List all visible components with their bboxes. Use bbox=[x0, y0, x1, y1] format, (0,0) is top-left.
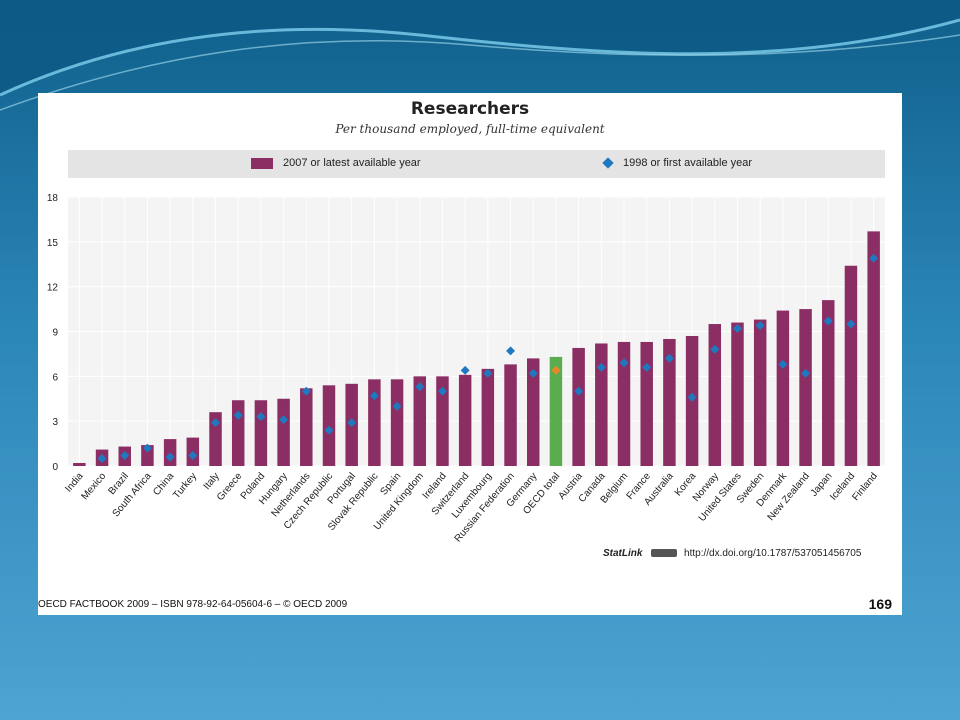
y-tick-label: 15 bbox=[47, 238, 59, 249]
bar-norway bbox=[708, 324, 722, 466]
legend-label-2007: 2007 or latest available year bbox=[283, 157, 421, 169]
marker-korea bbox=[687, 392, 697, 402]
marker-switzerland bbox=[460, 365, 470, 375]
marker-czech-republic bbox=[324, 425, 334, 435]
bar-belgium bbox=[617, 341, 631, 466]
bar-sweden bbox=[753, 319, 767, 466]
marker-ireland bbox=[437, 386, 447, 396]
marker-italy bbox=[211, 418, 221, 428]
bar-netherlands bbox=[300, 388, 313, 466]
legend-bar-swatch bbox=[251, 158, 273, 169]
bar-russian-federation bbox=[504, 364, 517, 466]
bar-iceland bbox=[844, 265, 858, 466]
bar-united-states bbox=[731, 322, 744, 466]
chart-legend: 2007 or latest available year 1998 or fi… bbox=[68, 150, 885, 178]
chart-title: Researchers bbox=[410, 99, 530, 119]
y-tick-label: 3 bbox=[52, 417, 58, 428]
marker-oecd-total bbox=[551, 365, 561, 375]
marker-turkey bbox=[188, 451, 198, 461]
bar-germany bbox=[526, 358, 540, 466]
marker-united-states bbox=[732, 324, 742, 334]
x-tick-label: Turkey bbox=[171, 471, 199, 501]
marker-netherlands bbox=[301, 386, 311, 396]
bar-canada bbox=[595, 343, 608, 466]
x-tick-label: Finland bbox=[850, 471, 880, 503]
statlink: StatLink http://dx.doi.org/10.1787/53705… bbox=[603, 548, 861, 559]
marker-sweden bbox=[755, 321, 765, 331]
marker-germany bbox=[528, 368, 538, 378]
bar-slovak-republic bbox=[368, 379, 381, 466]
marker-belgium bbox=[619, 358, 629, 368]
marker-russian-federation bbox=[506, 346, 516, 356]
y-tick-label: 6 bbox=[52, 372, 58, 383]
marker-united-kingdom bbox=[415, 382, 425, 392]
marker-new-zealand bbox=[801, 368, 811, 378]
bar-united-kingdom bbox=[413, 376, 427, 466]
footer-text: OECD FACTBOOK 2009 – ISBN 978-92-64-0560… bbox=[38, 599, 348, 610]
bar-switzerland bbox=[458, 374, 472, 466]
bar-france bbox=[640, 341, 653, 466]
marker-austria bbox=[574, 386, 584, 396]
marker-spain bbox=[392, 401, 402, 411]
bar-japan bbox=[822, 300, 835, 466]
background-wave bbox=[0, 0, 960, 111]
marker-france bbox=[642, 362, 652, 372]
statlink-brand: StatLink bbox=[603, 548, 643, 559]
bar-austria bbox=[572, 347, 585, 466]
statlink-icon bbox=[651, 549, 678, 558]
bar-oecd-total bbox=[549, 356, 563, 466]
marker-norway bbox=[710, 344, 720, 354]
bar-luxembourg bbox=[481, 368, 495, 466]
bar-ireland bbox=[436, 376, 449, 466]
marker-japan bbox=[823, 316, 833, 326]
bar-italy bbox=[209, 412, 222, 466]
bar-australia bbox=[663, 338, 676, 466]
figure-panel: Researchers Per thousand employed, full-… bbox=[38, 93, 902, 615]
marker-hungary bbox=[279, 415, 289, 425]
marker-australia bbox=[664, 353, 674, 363]
marker-china bbox=[165, 452, 175, 462]
bar-new-zealand bbox=[799, 309, 812, 466]
bar-poland bbox=[254, 400, 268, 466]
marker-portugal bbox=[347, 418, 357, 428]
marker-finland bbox=[869, 253, 879, 263]
y-tick-label: 12 bbox=[47, 283, 59, 294]
bar-south-africa bbox=[141, 445, 154, 466]
marker-canada bbox=[596, 362, 606, 372]
bar-denmark bbox=[776, 310, 790, 466]
bar-greece bbox=[231, 400, 245, 466]
x-tick-label: Mexico bbox=[80, 471, 109, 503]
marker-slovak-republic bbox=[369, 391, 379, 401]
legend-diamond-swatch bbox=[602, 157, 614, 169]
marker-iceland bbox=[846, 319, 856, 329]
bar-india bbox=[73, 463, 86, 466]
marker-mexico bbox=[97, 454, 107, 464]
marker-greece bbox=[233, 410, 243, 420]
bar-spain bbox=[390, 379, 404, 466]
x-tick-label: Italy bbox=[202, 471, 222, 492]
marker-denmark bbox=[778, 359, 788, 369]
y-tick-label: 9 bbox=[52, 328, 58, 339]
legend-label-1998: 1998 or first available year bbox=[623, 157, 753, 169]
bar-hungary bbox=[277, 398, 290, 466]
statlink-url[interactable]: http://dx.doi.org/10.1787/537051456705 bbox=[684, 548, 862, 559]
y-tick-label: 0 bbox=[52, 462, 58, 473]
chart-subtitle: Per thousand employed, full-time equival… bbox=[335, 122, 605, 136]
x-tick-label: Greece bbox=[215, 471, 245, 504]
marker-poland bbox=[256, 412, 266, 422]
marker-brazil bbox=[120, 451, 130, 461]
y-tick-label: 18 bbox=[47, 193, 59, 204]
bar-finland bbox=[867, 231, 880, 466]
marker-south-africa bbox=[142, 443, 152, 453]
marker-luxembourg bbox=[483, 368, 493, 378]
page-number: 169 bbox=[868, 596, 892, 612]
